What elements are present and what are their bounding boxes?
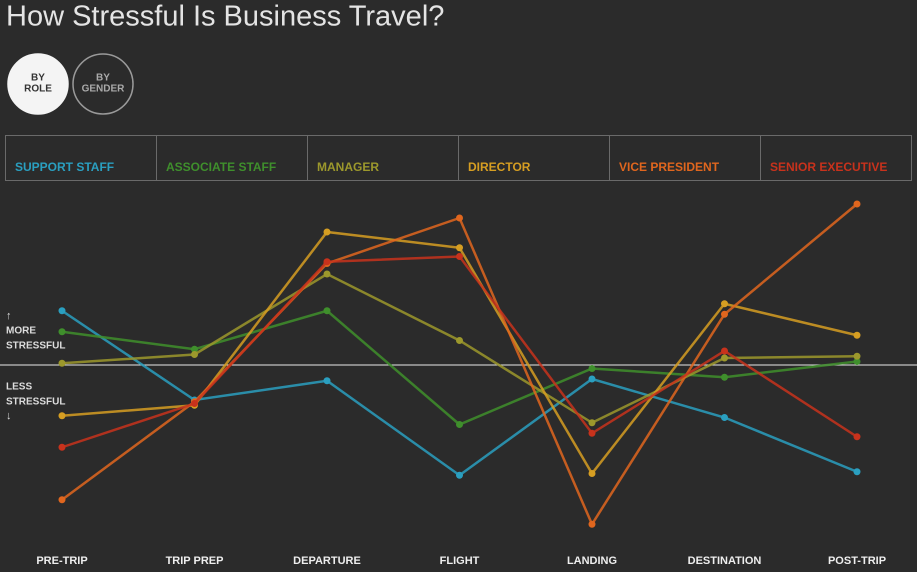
data-point: [588, 419, 596, 427]
x-tick-label: POST-TRIP: [828, 555, 886, 567]
data-point: [58, 412, 66, 420]
data-point: [323, 270, 331, 278]
toggle-label[interactable]: BY: [96, 73, 110, 84]
toggle-button[interactable]: [7, 53, 69, 115]
data-point: [721, 354, 728, 362]
data-point: [191, 345, 198, 353]
data-point: [588, 429, 596, 437]
annotation: STRESSFUL: [6, 397, 65, 408]
legend-label[interactable]: ASSOCIATE STAFF: [166, 160, 276, 174]
data-point: [853, 352, 861, 360]
arrow-down: ↓: [6, 410, 12, 422]
data-point: [58, 328, 66, 336]
data-point: [721, 300, 728, 308]
data-point: [456, 253, 463, 260]
data-point: [853, 468, 861, 476]
legend-label[interactable]: VICE PRESIDENT: [619, 160, 720, 174]
chart-title: How Stressful Is Business Travel?: [6, 1, 444, 33]
x-tick-label: TRIP PREP: [166, 555, 224, 567]
data-point: [323, 258, 331, 266]
x-tick-label: PRE-TRIP: [36, 555, 87, 567]
data-point: [588, 365, 596, 372]
toggle-label[interactable]: ROLE: [24, 84, 52, 95]
toggle-label[interactable]: BY: [31, 73, 45, 84]
x-tick-label: DEPARTURE: [293, 555, 361, 567]
data-point: [721, 414, 728, 421]
data-point: [456, 421, 463, 428]
data-point: [853, 331, 861, 339]
x-tick-label: FLIGHT: [440, 555, 480, 567]
data-point: [456, 471, 463, 479]
data-point: [721, 310, 728, 318]
data-point: [323, 307, 331, 315]
data-point: [456, 214, 463, 222]
arrow-up: ↑: [6, 310, 12, 322]
legend-label[interactable]: SUPPORT STAFF: [15, 160, 114, 174]
data-point: [456, 244, 463, 252]
data-point: [58, 443, 66, 451]
x-tick-label: LANDING: [567, 555, 617, 567]
legend-label[interactable]: MANAGER: [317, 160, 379, 174]
data-point: [721, 373, 728, 381]
toggle-button[interactable]: [72, 53, 134, 115]
data-point: [588, 520, 596, 528]
data-point: [853, 358, 861, 365]
data-point: [323, 228, 331, 236]
legend-label[interactable]: DIRECTOR: [468, 160, 531, 174]
data-point: [853, 200, 861, 208]
data-point: [588, 375, 596, 383]
data-point: [191, 400, 198, 407]
data-point: [456, 337, 463, 344]
data-point: [721, 347, 728, 355]
annotation: LESS: [6, 382, 32, 393]
data-point: [323, 377, 331, 385]
data-point: [853, 433, 861, 441]
data-point: [58, 359, 66, 367]
legend-label[interactable]: SENIOR EXECUTIVE: [770, 160, 887, 174]
data-point: [588, 470, 596, 477]
legend-box[interactable]: [760, 135, 912, 181]
annotation: STRESSFUL: [6, 341, 65, 352]
data-point: [58, 496, 66, 504]
data-point: [58, 307, 66, 315]
data-point: [191, 351, 198, 358]
toggle-label[interactable]: GENDER: [82, 84, 126, 95]
x-tick-label: DESTINATION: [688, 555, 762, 567]
annotation: MORE: [6, 326, 36, 337]
